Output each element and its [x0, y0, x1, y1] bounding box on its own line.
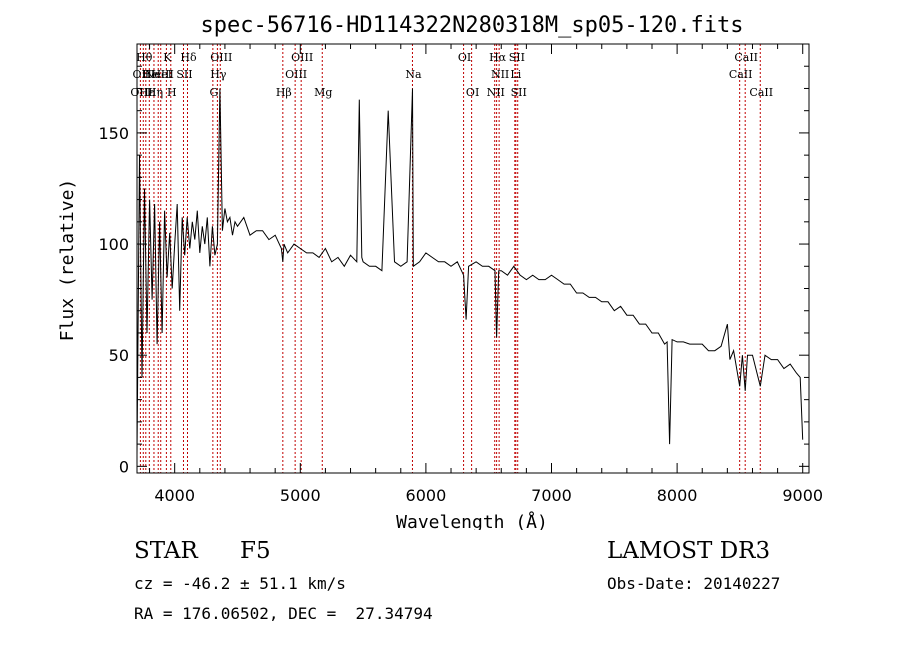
x-tick-label: 7000 [531, 486, 572, 505]
spectral-line-markers [139, 44, 761, 473]
x-tick-label: 8000 [657, 486, 698, 505]
y-axis-ticks: 0 50 100 150 [98, 65, 809, 476]
spectrum-chart: spec-56716-HD114322N280318M_sp05-120.fit… [57, 13, 823, 530]
spectral-line-labels: OIIOIIIHθHεHeHηNeIIIHeIKHSIIHδGHγOIIIHβO… [130, 51, 773, 99]
spectral-line-label: Hβ [276, 86, 292, 99]
x-tick-label: 4000 [154, 486, 195, 505]
y-tick-label: 100 [98, 235, 129, 254]
spectral-line-label: HeI [152, 68, 172, 81]
spectral-line-label: Na [405, 68, 422, 81]
spectral-line-label: He [142, 68, 158, 81]
x-axis-label: Wavelength (Å) [396, 511, 548, 530]
spectral-line-label: NII [491, 68, 509, 81]
x-tick-label: 9000 [782, 486, 823, 505]
spectral-line-label: CaII [734, 51, 758, 64]
spectral-line-label: Li [510, 68, 521, 81]
x-tick-label: 6000 [406, 486, 447, 505]
spectral-line-label: Hη [147, 86, 163, 99]
chart-title: spec-56716-HD114322N280318M_sp05-120.fit… [200, 13, 743, 38]
spectral-line-label: Hα [489, 51, 507, 64]
spectral-line-label: Hδ [180, 51, 197, 64]
y-tick-label: 150 [98, 124, 129, 143]
spectral-line-label: NII [487, 86, 505, 99]
spectral-line-label: SII [509, 51, 525, 64]
obs-date: Obs-Date: 20140227 [607, 574, 781, 593]
spectral-line-label: H [167, 86, 177, 99]
spectral-line-label: K [163, 51, 172, 64]
spectral-line-label: OIII [130, 86, 152, 99]
spectral-line-label: OIII [210, 51, 232, 64]
spectral-line-label: OIII [291, 51, 313, 64]
flux-series-line [136, 88, 804, 456]
spectral-subclass: F5 [240, 538, 271, 564]
spectral-line-label: OI [466, 86, 479, 99]
spectral-line-label: CaII [729, 68, 753, 81]
spectral-line-label: CaII [749, 86, 773, 99]
plot-frame [136, 43, 810, 474]
object-type: STAR [134, 538, 198, 564]
y-tick-label: 0 [119, 457, 129, 476]
spectral-line-label: Mg [314, 86, 332, 99]
spectral-line-label: NeIII [145, 68, 174, 81]
spectral-line-label: SII [176, 68, 192, 81]
spectral-line-label: Hε [139, 86, 155, 99]
survey-name: LAMOST DR3 [607, 538, 771, 564]
coordinates: RA = 176.06502, DEC = 27.34794 [134, 604, 433, 623]
spectral-line-label: G [209, 86, 218, 99]
y-tick-label: 50 [109, 346, 129, 365]
spectral-line-label: SII [511, 86, 527, 99]
x-axis-ticks: 4000 5000 6000 7000 8000 9000 [149, 44, 823, 505]
y-axis-label: Flux (relative) [57, 179, 78, 342]
redshift-readout: cz = -46.2 ± 51.1 km/s [134, 574, 346, 593]
spectral-line-label: OIII [285, 68, 307, 81]
spectral-line-label: Hθ [136, 51, 153, 64]
spectral-line-label: Hγ [210, 68, 227, 81]
x-tick-label: 5000 [280, 486, 321, 505]
spectral-line-label: OI [458, 51, 471, 64]
